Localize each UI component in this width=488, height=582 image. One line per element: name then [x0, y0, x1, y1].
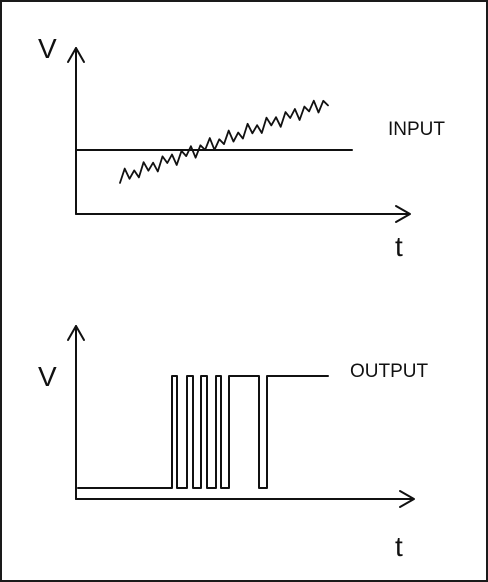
input-x-axis-label: t: [395, 231, 403, 262]
output-signal-trace: [77, 375, 329, 489]
output-trace-label: OUTPUT: [350, 361, 429, 382]
output-x-axis-label: t: [395, 531, 403, 562]
input-graph: V t INPUT: [38, 33, 445, 262]
input-y-axis-arrowhead: [67, 47, 85, 63]
input-signal-trace: [119, 99, 329, 184]
output-y-axis-arrowhead: [67, 325, 85, 341]
input-y-axis-label: V: [38, 33, 57, 64]
output-y-axis-label: V: [38, 361, 57, 392]
input-x-axis-arrowhead: [395, 205, 411, 223]
output-x-axis-arrowhead: [399, 490, 415, 508]
input-trace-label: INPUT: [388, 119, 445, 140]
output-graph: V t OUTPUT: [38, 325, 429, 562]
